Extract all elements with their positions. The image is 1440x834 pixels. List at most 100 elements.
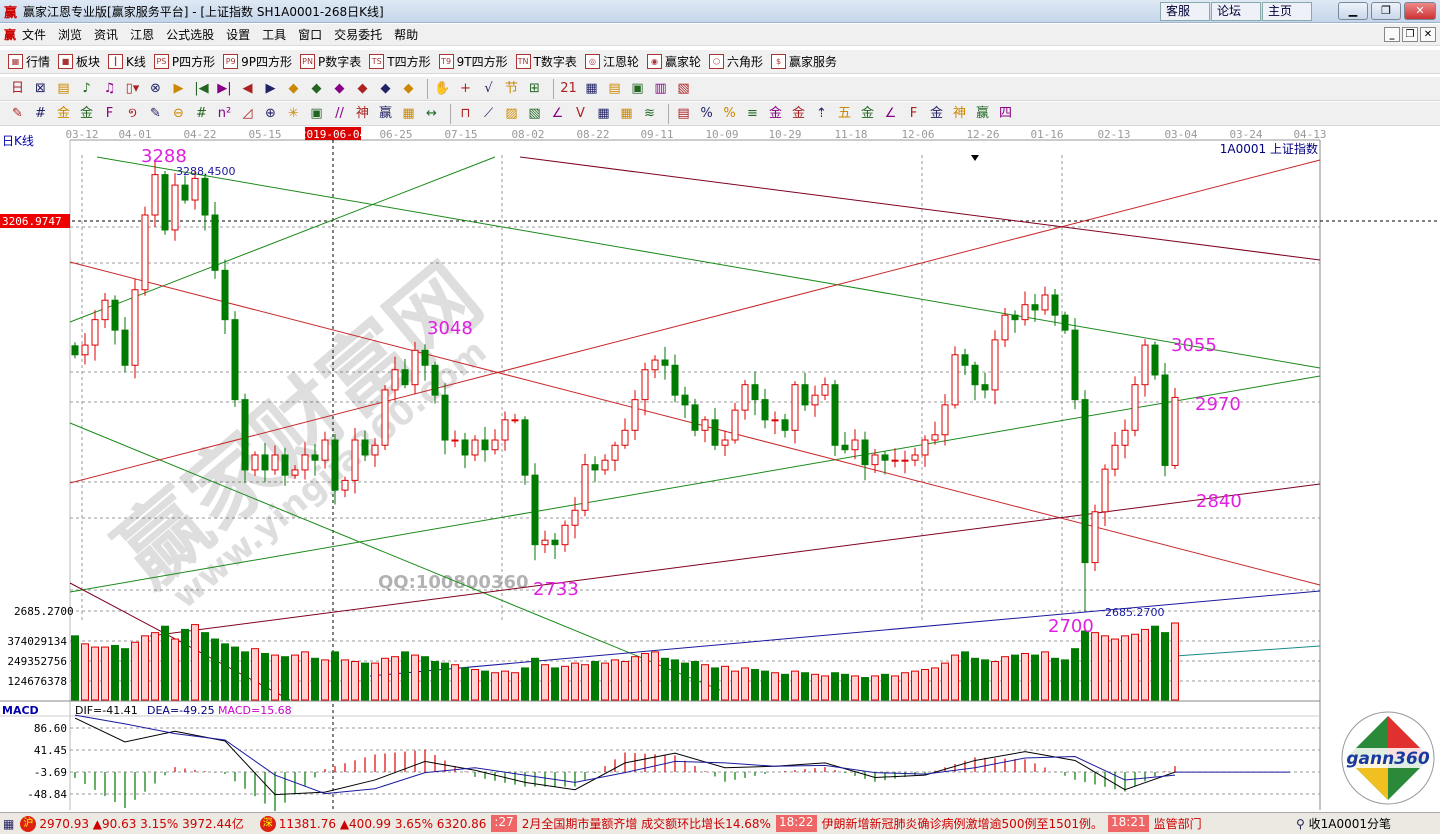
toolbar-icon-button[interactable]: ◆ — [334, 81, 345, 96]
toolbar-icon-button[interactable]: ✳ — [288, 106, 299, 121]
menu-item[interactable]: 公式选股 — [166, 28, 215, 42]
toolbar-icon-button[interactable]: F — [909, 106, 918, 121]
service-link[interactable]: 客服 — [1160, 2, 1210, 21]
toolbar-icon-button[interactable]: ⊗ — [150, 81, 161, 96]
toolbar-button[interactable]: TS T四方形 — [369, 53, 431, 70]
toolbar-icon-button[interactable]: ▥ — [654, 81, 667, 96]
toolbar-icon-button[interactable]: ◀ — [242, 81, 253, 96]
toolbar-button[interactable]: P9 9P四方形 — [223, 53, 292, 70]
toolbar-button[interactable]: T9 9T四方形 — [438, 53, 508, 70]
menu-item[interactable]: 帮助 — [394, 28, 419, 42]
toolbar-button[interactable]: PS P四方形 — [153, 53, 215, 70]
toolbar-icon-button[interactable]: F — [105, 106, 114, 121]
toolbar-icon-button[interactable]: ♪ — [82, 81, 91, 96]
toolbar-icon-button[interactable]: ▤ — [608, 81, 621, 96]
toolbar-icon-button[interactable]: ◆ — [380, 81, 391, 96]
toolbar-icon-button[interactable]: ▯▾ — [125, 81, 140, 96]
toolbar-icon-button[interactable]: ≋ — [644, 106, 655, 121]
toolbar-icon-button[interactable]: ▧ — [528, 106, 541, 121]
mdi-close-button[interactable]: ✕ — [1420, 27, 1436, 42]
toolbar-icon-button[interactable]: n² — [217, 106, 232, 121]
toolbar-button[interactable]: PN P数字表 — [300, 53, 361, 70]
toolbar-icon-button[interactable]: √ — [484, 81, 493, 96]
menu-item[interactable]: 资讯 — [94, 28, 119, 42]
kline-chart[interactable]: 赢家财富网 www.yingjia360.com QQ:100800360 03… — [0, 127, 1440, 812]
toolbar-icon-button[interactable]: 金 — [791, 106, 805, 121]
toolbar-button[interactable]: $ 赢家服务 — [770, 53, 837, 70]
menu-item[interactable]: 工具 — [262, 28, 287, 42]
toolbar-icon-button[interactable]: 金 — [768, 106, 782, 121]
toolbar-icon-button[interactable]: ▣ — [310, 106, 323, 121]
toolbar-icon-button[interactable]: 赢 — [975, 106, 989, 121]
toolbar-button[interactable]: TN T数字表 — [515, 53, 577, 70]
toolbar-icon-button[interactable]: ◆ — [403, 81, 414, 96]
mdi-minimize-button[interactable]: _ — [1384, 27, 1400, 42]
shenzhen-quote[interactable]: 11381.76 ▲400.99 3.65% 6320.86 — [278, 816, 487, 831]
toolbar-icon-button[interactable]: + — [460, 81, 471, 96]
news-headline[interactable]: 2月全国期市量额齐增 成交额环比增长14.68% — [521, 817, 771, 831]
mdi-restore-button[interactable]: ❐ — [1402, 27, 1418, 42]
news-headline[interactable]: 伊朗新增新冠肺炎确诊病例激增逾500例至1501例。 — [821, 817, 1103, 831]
toolbar-icon-button[interactable]: ⊠ — [35, 81, 46, 96]
toolbar-icon-button[interactable]: ▶| — [217, 81, 232, 96]
toolbar-icon-button[interactable]: 节 — [504, 81, 518, 96]
toolbar-icon-button[interactable]: ▧ — [677, 81, 690, 96]
toolbar-icon-button[interactable]: 金 — [56, 106, 70, 121]
minimize-button[interactable]: ▁ — [1338, 2, 1368, 20]
menu-item[interactable]: 交易委托 — [334, 28, 383, 42]
toolbar-icon-button[interactable]: ⟋ — [483, 106, 494, 121]
toolbar-button[interactable]: ■ 板块 — [58, 53, 100, 70]
toolbar-icon-button[interactable]: ↔ — [426, 106, 437, 121]
toolbar-icon-button[interactable]: ∠ — [884, 106, 897, 121]
toolbar-icon-button[interactable]: ▤ — [677, 106, 690, 121]
menu-item[interactable]: 浏览 — [58, 28, 83, 42]
toolbar-icon-button[interactable]: ◆ — [311, 81, 322, 96]
toolbar-icon-button[interactable]: 四 — [998, 106, 1012, 121]
menu-item[interactable]: 江恩 — [130, 28, 155, 42]
menu-item[interactable]: 设置 — [226, 28, 251, 42]
toolbar-icon-button[interactable]: ◆ — [288, 81, 299, 96]
toolbar-icon-button[interactable]: 21 — [560, 81, 577, 96]
forum-link[interactable]: 论坛 — [1211, 2, 1261, 21]
toolbar-button[interactable]: ┃ K线 — [108, 53, 146, 70]
toolbar-icon-button[interactable]: ▦ — [585, 81, 598, 96]
toolbar-icon-button[interactable]: ▤ — [57, 81, 70, 96]
news-headline[interactable]: 监管部门 — [1153, 817, 1202, 831]
toolbar-icon-button[interactable]: ⊞ — [529, 81, 540, 96]
toolbar-icon-button[interactable]: ✎ — [150, 106, 161, 121]
toolbar-icon-button[interactable]: # — [35, 106, 46, 121]
toolbar-icon-button[interactable]: 神 — [952, 106, 966, 121]
toolbar-icon-button[interactable]: 赢 — [378, 106, 392, 121]
toolbar-icon-button[interactable]: ⇡ — [816, 106, 827, 121]
shanghai-quote[interactable]: 2970.93 ▲90.63 3.15% 3972.44亿 — [39, 817, 244, 831]
toolbar-icon-button[interactable]: ▦ — [620, 106, 633, 121]
toolbar-icon-button[interactable]: ⊖ — [173, 106, 184, 121]
toolbar-icon-button[interactable]: % — [723, 106, 736, 121]
tick-data-label[interactable]: ⚲ 收1A0001分笔 — [1290, 813, 1391, 834]
toolbar-icon-button[interactable]: ◆ — [357, 81, 368, 96]
toolbar-icon-button[interactable]: ▶ — [173, 81, 184, 96]
homepage-link[interactable]: 主页 — [1262, 2, 1312, 21]
toolbar-icon-button[interactable]: ⊓ — [460, 106, 471, 121]
toolbar-icon-button[interactable]: 五 — [837, 106, 851, 121]
toolbar-icon-button[interactable]: 金 — [860, 106, 874, 121]
toolbar-icon-button[interactable]: 金 — [79, 106, 93, 121]
toolbar-icon-button[interactable]: 日▾ — [10, 81, 24, 115]
toolbar-icon-button[interactable]: ◿ — [242, 106, 253, 121]
toolbar-icon-button[interactable]: ⊕ — [265, 106, 276, 121]
toolbar-icon-button[interactable]: ▨ — [505, 106, 518, 121]
toolbar-icon-button[interactable]: ✋ — [434, 81, 451, 96]
toolbar-icon-button[interactable]: V — [576, 106, 585, 121]
toolbar-icon-button[interactable]: # — [196, 106, 207, 121]
toolbar-icon-button[interactable]: |◀ — [194, 81, 209, 96]
toolbar-icon-button[interactable]: ▣ — [631, 81, 644, 96]
close-button[interactable]: ✕ — [1404, 2, 1436, 20]
toolbar-icon-button[interactable]: ▶ — [265, 81, 276, 96]
toolbar-button[interactable]: ◉ 赢家轮 — [646, 53, 701, 70]
toolbar-button[interactable]: ◎ 江恩轮 — [584, 53, 639, 70]
toolbar-icon-button[interactable]: ✎ — [12, 106, 23, 121]
toolbar-icon-button[interactable]: ♫ — [103, 81, 116, 96]
toolbar-icon-button[interactable]: % — [700, 106, 713, 121]
toolbar-icon-button[interactable]: ▦ — [402, 106, 415, 121]
toolbar-icon-button[interactable]: 金 — [929, 106, 943, 121]
